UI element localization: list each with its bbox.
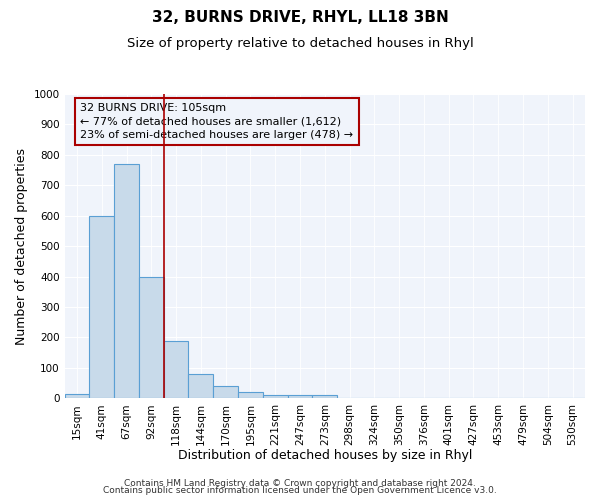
- Bar: [188, 374, 213, 398]
- Bar: [213, 386, 238, 398]
- Text: 32, BURNS DRIVE, RHYL, LL18 3BN: 32, BURNS DRIVE, RHYL, LL18 3BN: [152, 10, 448, 25]
- Bar: [287, 396, 313, 398]
- Bar: [114, 164, 139, 398]
- Text: Size of property relative to detached houses in Rhyl: Size of property relative to detached ho…: [127, 38, 473, 51]
- Bar: [164, 340, 188, 398]
- Bar: [139, 276, 164, 398]
- X-axis label: Distribution of detached houses by size in Rhyl: Distribution of detached houses by size …: [178, 450, 472, 462]
- Text: Contains HM Land Registry data © Crown copyright and database right 2024.: Contains HM Land Registry data © Crown c…: [124, 478, 476, 488]
- Text: Contains public sector information licensed under the Open Government Licence v3: Contains public sector information licen…: [103, 486, 497, 495]
- Y-axis label: Number of detached properties: Number of detached properties: [15, 148, 28, 344]
- Text: 32 BURNS DRIVE: 105sqm
← 77% of detached houses are smaller (1,612)
23% of semi-: 32 BURNS DRIVE: 105sqm ← 77% of detached…: [80, 103, 353, 140]
- Bar: [89, 216, 114, 398]
- Bar: [313, 396, 337, 398]
- Bar: [65, 394, 89, 398]
- Bar: [263, 396, 287, 398]
- Bar: [238, 392, 263, 398]
